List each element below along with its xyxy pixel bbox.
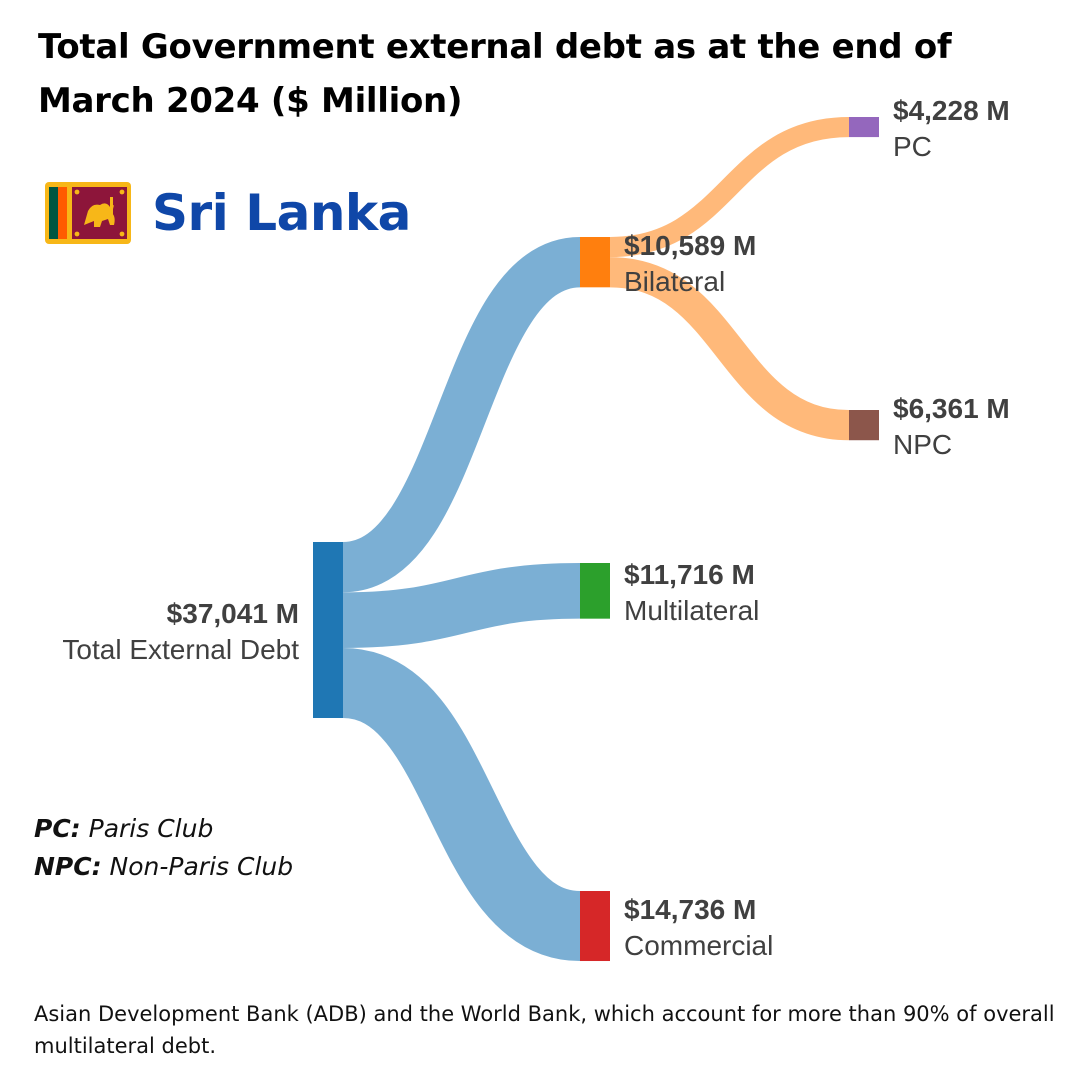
abbreviation-npc: NPC: Non-Paris Club	[34, 848, 293, 886]
abbreviation-key: PC:	[34, 814, 81, 843]
node-value-multilateral: $11,716 M	[624, 559, 755, 590]
node-commercial	[580, 891, 610, 962]
link-bilateral-pc	[609, 117, 850, 258]
abbreviation-meaning: Non-Paris Club	[109, 852, 294, 881]
node-label-pc: PC	[893, 131, 932, 162]
abbreviation-key: NPC:	[34, 852, 102, 881]
node-label-multilateral: Multilateral	[624, 595, 759, 626]
page-title: Total Government external debt as at the…	[38, 27, 952, 121]
node-value-npc: $6,361 M	[893, 393, 1010, 424]
node-label-commercial: Commercial	[624, 930, 773, 961]
node-label-bilateral: Bilateral	[624, 266, 725, 297]
node-pc	[849, 117, 879, 138]
sri-lanka-flag-icon	[44, 181, 132, 245]
link-bilateral-npc	[609, 257, 850, 441]
country-badge: Sri Lanka	[44, 180, 411, 246]
node-npc	[849, 410, 879, 441]
node-value-bilateral: $10,589 M	[624, 230, 756, 261]
node-label-total: Total External Debt	[62, 634, 299, 665]
link-total-multilateral	[342, 562, 581, 648]
footnote: Asian Development Bank (ADB) and the Wor…	[34, 1002, 1055, 1058]
node-value-total: $37,041 M	[167, 598, 299, 629]
link-total-bilateral	[340, 237, 583, 593]
node-multilateral	[580, 563, 610, 619]
node-bilateral	[580, 237, 610, 288]
link-total-commercial	[339, 647, 584, 962]
abbreviation-meaning: Paris Club	[88, 814, 214, 843]
country-name: Sri Lanka	[152, 184, 411, 242]
abbreviation-legend: PC: Paris Club NPC: Non-Paris Club	[34, 810, 293, 886]
node-total	[313, 542, 343, 718]
abbreviation-pc: PC: Paris Club	[34, 810, 293, 848]
node-value-pc: $4,228 M	[893, 95, 1010, 126]
node-label-npc: NPC	[893, 429, 952, 460]
node-value-commercial: $14,736 M	[624, 894, 756, 925]
